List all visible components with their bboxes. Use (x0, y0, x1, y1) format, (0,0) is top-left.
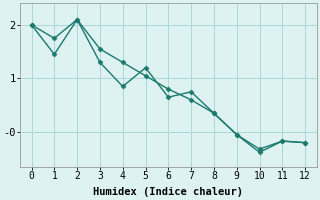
X-axis label: Humidex (Indice chaleur): Humidex (Indice chaleur) (93, 186, 243, 197)
